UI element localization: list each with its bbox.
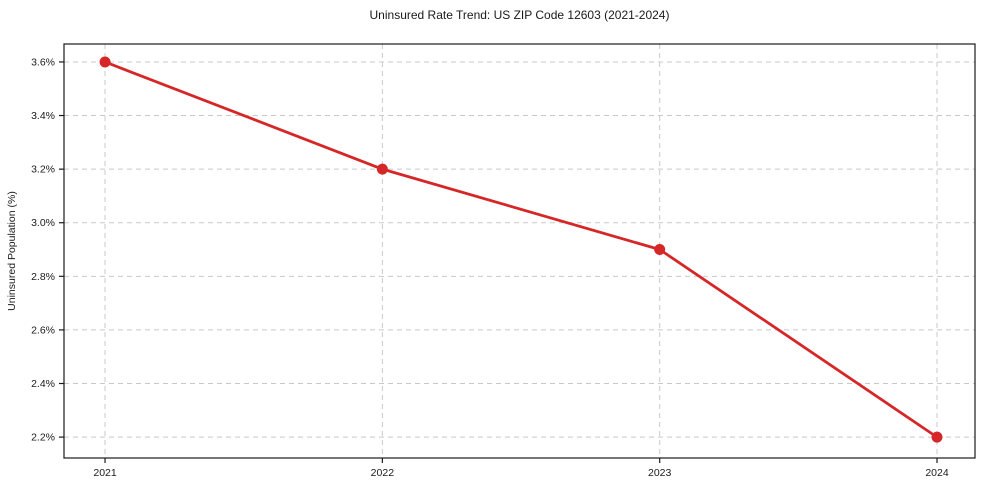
- data-point: [376, 163, 388, 175]
- y-tick-label: 3.4%: [31, 110, 55, 122]
- y-tick-label: 2.2%: [31, 432, 55, 444]
- y-tick-label: 2.6%: [31, 324, 55, 336]
- x-tick-label: 2021: [93, 467, 117, 479]
- data-point: [654, 244, 666, 256]
- x-tick-label: 2024: [925, 467, 949, 479]
- plot-border: [63, 43, 976, 459]
- data-point: [931, 431, 943, 443]
- y-tick-label: 2.8%: [31, 271, 55, 283]
- x-tick-label: 2022: [371, 467, 395, 479]
- x-tick-label: 2023: [648, 467, 672, 479]
- trend-line: [103, 60, 939, 439]
- y-axis-label: Uninsured Population (%): [6, 191, 18, 311]
- y-tick-label: 3.2%: [31, 164, 55, 176]
- data-point: [99, 56, 111, 68]
- y-tick-label: 2.4%: [31, 378, 55, 390]
- y-tick-label: 3.6%: [31, 56, 55, 68]
- chart-title: Uninsured Rate Trend: US ZIP Code 12603 …: [369, 8, 670, 22]
- y-tick-label: 3.0%: [31, 217, 55, 229]
